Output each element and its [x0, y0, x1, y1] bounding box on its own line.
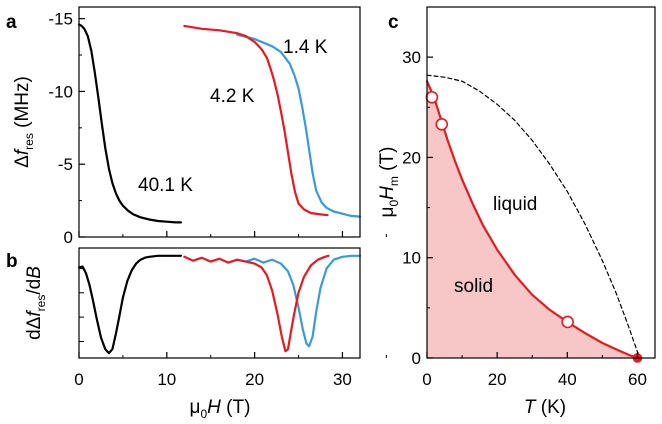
- label-40-1K: 40.1 K: [138, 175, 193, 196]
- panel-c-dashed-line-line: [426, 74, 642, 359]
- xtick-label: 30: [333, 370, 352, 389]
- xtick-label: 60: [628, 370, 647, 389]
- xtick-label: 40: [558, 370, 577, 389]
- a-ylabel-unit: (MHz): [12, 76, 33, 133]
- ytick-label: -10: [48, 82, 73, 101]
- panel-c-frame: [426, 6, 656, 359]
- panel-b-1-4-k-line: [236, 254, 362, 348]
- ytick-label: 0: [64, 228, 73, 247]
- xtick-label: 0: [422, 370, 431, 389]
- panel-c-ylabel: μ0Hm (T): [377, 147, 401, 218]
- panel-c-xlabel: T (K): [524, 397, 566, 418]
- panel-a-4-2-k-line: [183, 24, 329, 217]
- panel-letter-c: c: [388, 12, 399, 33]
- panel-a-40-1-k-line: [77, 23, 182, 224]
- ytick-label: 0: [412, 349, 421, 368]
- data-point-1: [425, 90, 439, 104]
- svg-text:μ0H (T): μ0H (T): [190, 397, 251, 421]
- label-solid: solid: [454, 276, 493, 297]
- svg-text:μ0Hm (T): μ0Hm (T): [377, 147, 401, 218]
- ytick-label: -15: [48, 10, 73, 29]
- panel-a: -15 -10 -5 0 Δfres (MHz) 1.4 K 4.2 K 40.1 K: [12, 6, 387, 247]
- panel-b-40-1-k-line: [77, 254, 182, 355]
- panel-letter-a: a: [6, 12, 17, 33]
- svg-text:Δfres (MHz): Δfres (MHz): [12, 76, 36, 168]
- panel-b-ylabel: dΔfres/dB: [24, 266, 48, 340]
- panel-c: 0 20 40 60 0 10 20 30 μ0Hm (T) T (K) liquid sol…: [377, 6, 656, 418]
- label-4-2K: 4.2 K: [210, 86, 255, 107]
- panel-a-1-4-k-line: [236, 33, 362, 218]
- a-ylabel-f: f: [12, 148, 33, 155]
- ytick-label: 30: [402, 48, 421, 67]
- panel-a-frame: [78, 6, 361, 238]
- xtick-label: 0: [74, 370, 83, 389]
- label-liquid: liquid: [493, 194, 537, 215]
- a-ylabel-delta: Δ: [12, 155, 33, 168]
- a-ylabel-sub: res: [22, 133, 36, 150]
- panel-b-4-2-k-line: [183, 254, 330, 353]
- panel-b-frame: [78, 247, 361, 359]
- xtick-label: 20: [245, 370, 264, 389]
- ytick-label: 10: [402, 249, 421, 268]
- panel-b: 0 10 20 30 dΔfres/dB μ0H (T): [24, 247, 387, 421]
- data-point-2: [435, 118, 449, 131]
- svg-text:dΔfres/dB: dΔfres/dB: [24, 266, 48, 340]
- panel-a-ylabel: Δfres (MHz): [12, 76, 36, 168]
- data-point-3: [561, 315, 574, 329]
- panel-c-solid-line-line: [425, 80, 639, 360]
- solid-region-fill: [427, 81, 638, 358]
- ytick-label: 20: [402, 148, 421, 167]
- label-1-4K: 1.4 K: [283, 37, 328, 58]
- svg-text:T (K): T (K): [524, 397, 566, 418]
- panel-letter-b: b: [6, 251, 18, 272]
- xtick-label: 20: [488, 370, 507, 389]
- xtick-label: 10: [157, 370, 176, 389]
- panel-b-xlabel: μ0H (T): [190, 397, 251, 421]
- ytick-label: -5: [58, 155, 73, 174]
